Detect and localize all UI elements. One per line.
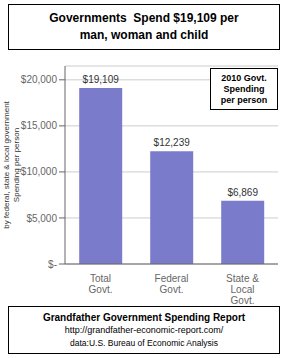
html-text:Governments Spend $19,109 per: Governments Spend $19,109 per <box>49 11 239 25</box>
html-text:http://grandfather-economic-re: http://grandfather-economic-report.com/ <box>64 324 224 335</box>
svg-text:State &LocalGovt.: State &LocalGovt. <box>226 273 259 304</box>
svg-text:$10,000: $10,000 <box>21 166 58 177</box>
html-text:2010 Govt.: 2010 Govt. <box>221 72 267 83</box>
html-text:man, woman and child: man, woman and child <box>79 28 209 42</box>
svg-text:$5,000: $5,000 <box>26 213 57 224</box>
svg-text:$12,239: $12,239 <box>154 137 191 148</box>
svg-text:by federal, state & local gove: by federal, state & local government <box>8 100 11 228</box>
svg-text:$15,000: $15,000 <box>21 120 58 131</box>
html-text:data:U.S. Bureau of Economic A: data:U.S. Bureau of Economic Analysis <box>70 337 218 348</box>
html-text:Spending: Spending <box>223 83 265 94</box>
svg-text:FederalGovt.: FederalGovt. <box>155 273 189 295</box>
svg-text:Spending per person: Spending per person <box>12 128 21 202</box>
svg-text:$-: $- <box>48 259 57 270</box>
svg-text:TotalGovt.: TotalGovt. <box>89 273 113 295</box>
html-text:Grandfather Government Spendin: Grandfather Government Spending Report <box>42 311 246 323</box>
svg-text:$6,869: $6,869 <box>227 187 258 198</box>
svg-text:$19,109: $19,109 <box>83 74 120 85</box>
html-text:per person: per person <box>220 94 268 105</box>
svg-text:$20,000: $20,000 <box>21 74 58 85</box>
